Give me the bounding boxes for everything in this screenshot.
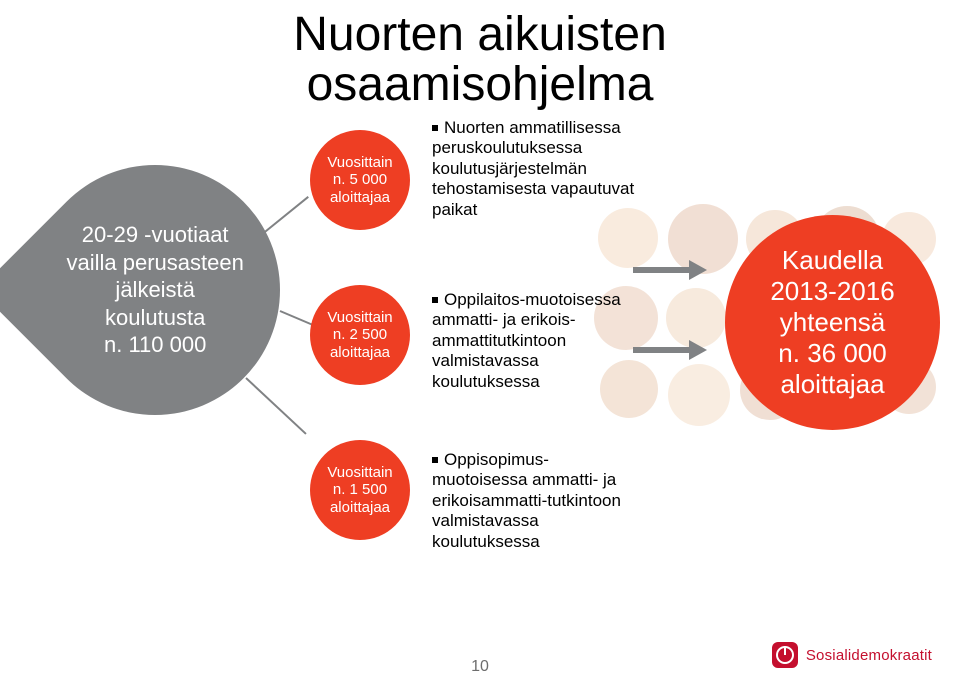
bullet-3: Oppisopimus-muotoisessa ammatti- ja erik… xyxy=(432,450,642,552)
logo-text: Sosialidemokraatit xyxy=(806,647,932,664)
circle-line: Vuosittain xyxy=(327,464,392,481)
circle-line: aloittajaa xyxy=(330,499,390,516)
bullet-dot-icon xyxy=(432,125,438,131)
big-circle-line: n. 36 000 xyxy=(778,338,886,368)
bullet-1: Nuorten ammatillisessa peruskoulutuksess… xyxy=(432,118,662,220)
annual-circle-2: Vuosittain n. 2 500 aloittajaa xyxy=(310,285,410,385)
annual-circle-3: Vuosittain n. 1 500 aloittajaa xyxy=(310,440,410,540)
bullet-text: Nuorten ammatillisessa peruskoulutuksess… xyxy=(432,118,634,219)
big-circle-line: 2013-2016 xyxy=(770,276,894,306)
teardrop-line: vailla perusasteen xyxy=(66,250,243,275)
page-number: 10 xyxy=(471,658,489,676)
teardrop-line: 20-29 -vuotiaat xyxy=(82,222,229,247)
big-circle-line: Kaudella xyxy=(782,245,883,275)
total-circle: Kaudella 2013-2016 yhteensä n. 36 000 al… xyxy=(725,215,940,430)
circle-line: n. 5 000 xyxy=(333,171,387,188)
big-circle-line: aloittajaa xyxy=(780,369,884,399)
sdp-logo-icon xyxy=(772,642,798,668)
bullet-dot-icon xyxy=(432,297,438,303)
bullet-text: Oppilaitos-muotoisessa ammatti- ja eriko… xyxy=(432,290,621,391)
circle-line: aloittajaa xyxy=(330,189,390,206)
slide: Nuorten aikuisten osaamisohjelma 20-29 -… xyxy=(0,0,960,694)
circle-line: Vuosittain xyxy=(327,309,392,326)
title-line-2: osaamisohjelma xyxy=(307,58,654,111)
title-line-1: Nuorten aikuisten xyxy=(293,8,667,61)
circle-line: n. 1 500 xyxy=(333,481,387,498)
annual-circle-1: Vuosittain n. 5 000 aloittajaa xyxy=(310,130,410,230)
big-circle-line: yhteensä xyxy=(780,307,886,337)
teardrop-line: koulutusta xyxy=(105,305,205,330)
teardrop-line: n. 110 000 xyxy=(104,332,206,357)
bullet-text: Oppisopimus-muotoisessa ammatti- ja erik… xyxy=(432,450,621,551)
party-logo: Sosialidemokraatit xyxy=(772,642,932,668)
bullet-2: Oppilaitos-muotoisessa ammatti- ja eriko… xyxy=(432,290,632,392)
population-text: 20-29 -vuotiaat vailla perusasteen jälke… xyxy=(50,221,260,359)
bullet-dot-icon xyxy=(432,457,438,463)
connector-line xyxy=(245,377,306,434)
teardrop-line: jälkeistä xyxy=(115,277,194,302)
slide-title: Nuorten aikuisten osaamisohjelma xyxy=(180,10,780,111)
circle-line: Vuosittain xyxy=(327,154,392,171)
circle-line: n. 2 500 xyxy=(333,326,387,343)
circle-line: aloittajaa xyxy=(330,344,390,361)
